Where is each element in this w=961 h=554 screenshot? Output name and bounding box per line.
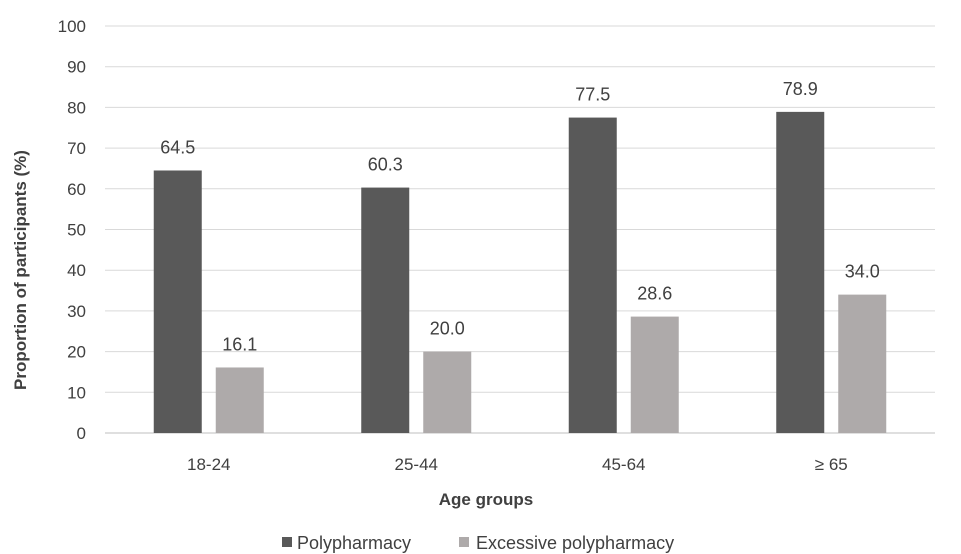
y-tick-label: 80 <box>67 98 86 117</box>
legend-swatch <box>282 537 292 547</box>
legend-label: Polypharmacy <box>297 533 411 553</box>
data-label: 78.9 <box>783 79 818 99</box>
x-axis-categories: 18-24 25-44 45-64 ≥ 65 <box>187 455 848 474</box>
data-label: 34.0 <box>845 262 880 282</box>
y-tick-label: 100 <box>58 17 86 36</box>
x-tick-label: 25-44 <box>395 455 438 474</box>
y-tick-label: 70 <box>67 139 86 158</box>
data-label: 28.6 <box>637 284 672 304</box>
y-axis-ticks: 0 10 20 30 40 50 60 70 80 90 100 <box>58 17 86 443</box>
bar-polypharmacy <box>361 187 410 433</box>
y-tick-label: 10 <box>67 383 86 402</box>
y-tick-label: 20 <box>67 343 86 362</box>
legend-label: Excessive polypharmacy <box>476 533 674 553</box>
y-tick-label: 50 <box>67 221 86 240</box>
bars <box>153 111 887 434</box>
y-axis-title: Proportion of participants (%) <box>11 150 30 390</box>
y-tick-label: 0 <box>77 424 86 443</box>
data-label: 77.5 <box>575 85 610 105</box>
x-tick-label: ≥ 65 <box>815 455 848 474</box>
bar-excessive-polypharmacy <box>423 351 472 433</box>
data-label: 64.5 <box>160 137 195 157</box>
data-label: 16.1 <box>222 334 257 354</box>
x-axis-title: Age groups <box>439 490 533 509</box>
bar-polypharmacy <box>568 117 617 433</box>
legend-swatch <box>459 537 469 547</box>
bar-excessive-polypharmacy <box>630 316 679 433</box>
y-tick-label: 60 <box>67 180 86 199</box>
data-labels: 64.5 16.1 60.3 20.0 77.5 28.6 78.9 34.0 <box>160 79 880 355</box>
legend: Polypharmacy Excessive polypharmacy <box>282 533 674 553</box>
data-label: 20.0 <box>430 319 465 339</box>
x-tick-label: 18-24 <box>187 455 230 474</box>
bar-polypharmacy <box>776 111 825 433</box>
data-label: 60.3 <box>368 155 403 175</box>
bar-excessive-polypharmacy <box>215 367 264 433</box>
bar-polypharmacy <box>153 170 202 434</box>
y-tick-label: 90 <box>67 58 86 77</box>
x-tick-label: 45-64 <box>602 455 645 474</box>
y-tick-label: 40 <box>67 261 86 280</box>
bar-excessive-polypharmacy <box>838 294 887 433</box>
y-tick-label: 30 <box>67 302 86 321</box>
